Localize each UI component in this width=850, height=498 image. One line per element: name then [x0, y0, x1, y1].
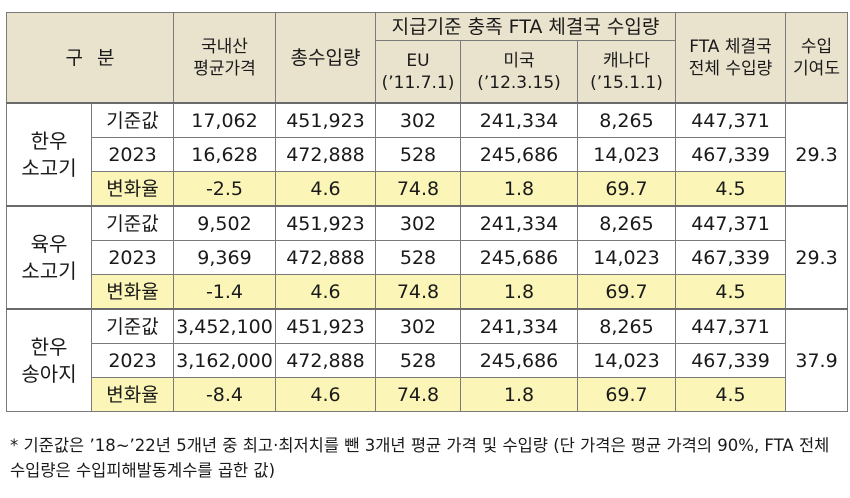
group-name-line1: 한우: [30, 128, 68, 153]
cell-total-import: 472,888: [275, 343, 376, 378]
row-label: 변화율: [91, 171, 174, 207]
cell-fta-total: 467,339: [675, 137, 787, 172]
cell-fta-total: 4.5: [675, 377, 787, 412]
header-domestic-price-line1: 국내산: [201, 36, 248, 57]
header-usa-name: 미국: [503, 50, 535, 71]
cell-fta-total: 447,371: [675, 308, 787, 344]
cell-fta-total: 447,371: [675, 102, 787, 138]
cell-canada: 14,023: [576, 343, 677, 378]
cell-fta-total: 467,339: [675, 343, 787, 378]
cell-usa: 241,334: [460, 205, 578, 241]
header-fta-total-line2: 전체 수입량: [688, 58, 773, 79]
cell-total-import: 4.6: [275, 377, 376, 412]
import-table: 구분 국내산 평균가격 총수입량 지급기준 충족 FTA 체결국 수입량 FTA…: [6, 12, 849, 412]
header-canada-name: 캐나다: [603, 50, 650, 71]
cell-eu: 302: [375, 102, 461, 138]
cell-canada: 69.7: [576, 377, 677, 412]
row-label: 기준값: [91, 308, 174, 344]
cell-fta-total: 447,371: [675, 205, 787, 241]
cell-canada: 8,265: [576, 308, 677, 344]
header-eu-name: EU: [406, 50, 430, 71]
row-label: 기준값: [91, 102, 174, 138]
cell-usa: 241,334: [460, 308, 578, 344]
cell-usa: 245,686: [460, 137, 578, 172]
cell-domestic-price: 16,628: [173, 137, 276, 172]
cell-domestic-price: 3,452,100: [173, 308, 276, 344]
group-name-line2: 소고기: [21, 258, 77, 283]
cell-eu: 74.8: [375, 171, 461, 207]
cell-total-import: 451,923: [275, 205, 376, 241]
header-fta-total: FTA 체결국 전체 수입량: [675, 12, 787, 104]
group-name: 한우 송아지: [6, 308, 92, 412]
cell-canada: 14,023: [576, 240, 677, 275]
cell-canada: 69.7: [576, 274, 677, 310]
header-gubun: 구분: [6, 12, 174, 104]
cell-domestic-price: 3,162,000: [173, 343, 276, 378]
cell-usa: 241,334: [460, 102, 578, 138]
cell-usa: 245,686: [460, 240, 578, 275]
header-canada-date: (’15.1.1): [590, 72, 663, 93]
footnote: * 기준값은 ’18~’22년 5개년 중 최고·최저치를 뺀 3개년 평균 가…: [10, 436, 830, 480]
cell-fta-total: 4.5: [675, 274, 787, 310]
cell-total-import: 451,923: [275, 102, 376, 138]
cell-canada: 14,023: [576, 137, 677, 172]
cell-total-import: 472,888: [275, 240, 376, 275]
header-canada: 캐나다 (’15.1.1): [576, 40, 677, 104]
header-contribution-line2: 기여도: [793, 58, 840, 79]
cell-eu: 528: [375, 137, 461, 172]
row-label: 2023: [91, 343, 174, 378]
group-name-line1: 육우: [30, 231, 68, 256]
cell-canada: 8,265: [576, 205, 677, 241]
cell-eu: 302: [375, 308, 461, 344]
group-name: 육우 소고기: [6, 205, 92, 310]
header-fta-group: 지급기준 충족 FTA 체결국 수입량: [374, 12, 677, 41]
cell-eu: 74.8: [375, 377, 461, 412]
header-contribution: 수입 기여도: [785, 12, 849, 104]
cell-usa: 1.8: [460, 377, 578, 412]
cell-usa: 1.8: [460, 274, 578, 310]
header-contribution-line1: 수입: [800, 36, 833, 57]
header-usa-date: (’12.3.15): [477, 72, 561, 93]
cell-contribution: 37.9: [785, 308, 849, 412]
row-label: 변화율: [91, 377, 174, 412]
cell-domestic-price: -1.4: [173, 274, 276, 310]
cell-total-import: 4.6: [275, 274, 376, 310]
row-label: 2023: [91, 137, 174, 172]
group-name: 한우 소고기: [6, 102, 92, 207]
row-label: 변화율: [91, 274, 174, 310]
cell-eu: 528: [375, 343, 461, 378]
cell-domestic-price: -2.5: [173, 171, 276, 207]
cell-eu: 302: [375, 205, 461, 241]
cell-canada: 69.7: [576, 171, 677, 207]
cell-domestic-price: 9,369: [173, 240, 276, 275]
row-label: 기준값: [91, 205, 174, 241]
header-eu-date: (’11.7.1): [381, 72, 455, 93]
cell-eu: 528: [375, 240, 461, 275]
header-domestic-price: 국내산 평균가격: [173, 12, 276, 104]
cell-domestic-price: 9,502: [173, 205, 276, 241]
cell-contribution: 29.3: [785, 205, 849, 310]
cell-domestic-price: -8.4: [173, 377, 276, 412]
cell-fta-total: 467,339: [675, 240, 787, 275]
cell-total-import: 451,923: [275, 308, 376, 344]
header-total-import: 총수입량: [275, 12, 376, 104]
cell-usa: 245,686: [460, 343, 578, 378]
cell-eu: 74.8: [375, 274, 461, 310]
header-fta-total-line1: FTA 체결국: [689, 36, 772, 57]
group-name-line2: 소고기: [21, 155, 77, 180]
group-name-line1: 한우: [30, 334, 68, 359]
header-eu: EU (’11.7.1): [375, 40, 461, 104]
row-label: 2023: [91, 240, 174, 275]
header-usa: 미국 (’12.3.15): [460, 40, 578, 104]
group-name-line2: 송아지: [21, 361, 77, 386]
cell-usa: 1.8: [460, 171, 578, 207]
header-domestic-price-line2: 평균가격: [193, 58, 256, 79]
cell-domestic-price: 17,062: [173, 102, 276, 138]
cell-total-import: 472,888: [275, 137, 376, 172]
cell-contribution: 29.3: [785, 102, 849, 207]
cell-fta-total: 4.5: [675, 171, 787, 207]
cell-total-import: 4.6: [275, 171, 376, 207]
cell-canada: 8,265: [576, 102, 677, 138]
